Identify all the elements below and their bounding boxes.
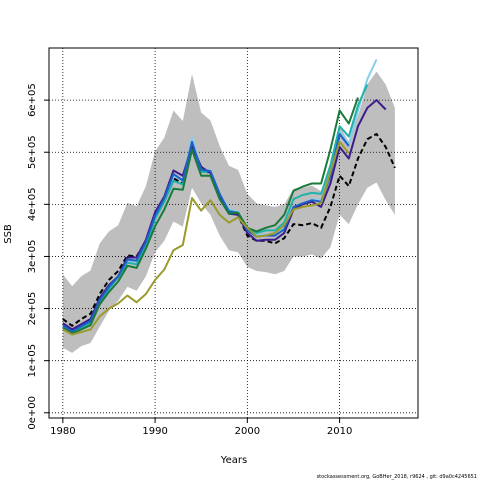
series-line-6 — [62, 97, 359, 335]
x-tick-label: 1990 — [142, 426, 167, 437]
series-lines — [62, 59, 396, 336]
plot-frame — [48, 47, 419, 419]
y-tick-label: 6e+05 — [27, 83, 38, 117]
y-tick-label: 1e+05 — [27, 344, 38, 378]
y-tick-label: 3e+05 — [27, 240, 38, 274]
series-line-7 — [62, 140, 350, 336]
y-tick-label: 4e+05 — [27, 188, 38, 222]
series-line-5 — [62, 133, 350, 333]
x-axis-title: Years — [220, 455, 247, 466]
footnote: stockassessment.org, GoBHer_2018, r9624 … — [317, 474, 477, 480]
x-tick-label: 2000 — [235, 426, 260, 437]
x-axis: 1980 1990 2000 2010 — [50, 418, 352, 437]
y-axis: 0e+00 1e+05 2e+05 3e+05 4e+05 5e+05 6e+05 — [27, 83, 49, 430]
x-tick-label: 2010 — [327, 426, 352, 437]
y-tick-label: 5e+05 — [27, 135, 38, 169]
y-tick-label: 2e+05 — [27, 292, 38, 326]
y-axis-title: SSB — [3, 224, 14, 244]
x-tick-label: 1980 — [50, 426, 75, 437]
y-tick-label: 0e+00 — [27, 396, 38, 430]
